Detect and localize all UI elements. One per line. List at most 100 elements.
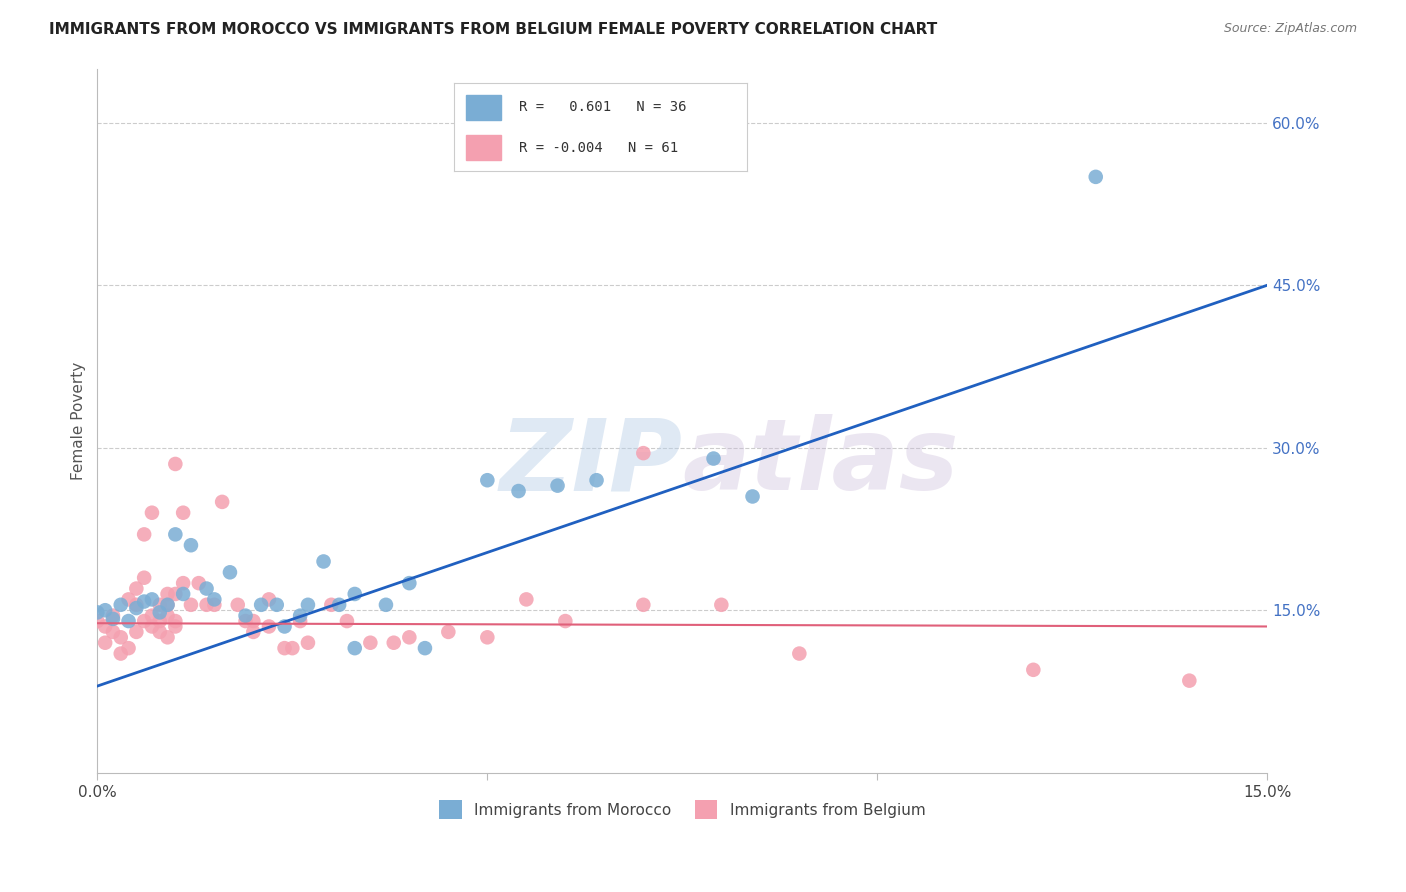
- Point: [187, 576, 209, 591]
- Point: [359, 636, 381, 650]
- Point: [288, 614, 311, 628]
- Point: [413, 641, 436, 656]
- Point: [94, 636, 117, 650]
- Point: [86, 606, 108, 620]
- Point: [149, 598, 172, 612]
- Point: [281, 641, 304, 656]
- Point: [156, 630, 179, 644]
- Point: [134, 571, 156, 585]
- Point: [257, 592, 280, 607]
- Point: [343, 641, 366, 656]
- Point: [789, 647, 811, 661]
- Point: [202, 598, 225, 612]
- Point: [226, 598, 249, 612]
- Point: [257, 619, 280, 633]
- Point: [165, 527, 187, 541]
- Point: [398, 576, 420, 591]
- Point: [180, 538, 202, 552]
- Point: [235, 608, 257, 623]
- Point: [172, 506, 194, 520]
- Point: [156, 608, 179, 623]
- Point: [156, 598, 179, 612]
- Point: [266, 598, 288, 612]
- Point: [86, 614, 108, 628]
- Point: [165, 457, 187, 471]
- Point: [312, 554, 335, 568]
- Point: [321, 598, 343, 612]
- Point: [117, 592, 139, 607]
- Point: [125, 582, 148, 596]
- Point: [156, 587, 179, 601]
- Point: [375, 598, 398, 612]
- Point: [180, 598, 202, 612]
- Point: [149, 614, 172, 628]
- Point: [1178, 673, 1201, 688]
- Point: [172, 587, 194, 601]
- Point: [141, 592, 163, 607]
- Point: [125, 601, 148, 615]
- Point: [741, 490, 763, 504]
- Point: [110, 630, 132, 644]
- Point: [633, 446, 655, 460]
- Point: [125, 624, 148, 639]
- Point: [117, 614, 139, 628]
- Point: [382, 636, 405, 650]
- Point: [134, 527, 156, 541]
- Text: IMMIGRANTS FROM MOROCCO VS IMMIGRANTS FROM BELGIUM FEMALE POVERTY CORRELATION CH: IMMIGRANTS FROM MOROCCO VS IMMIGRANTS FR…: [49, 22, 938, 37]
- Point: [250, 598, 273, 612]
- Point: [477, 630, 499, 644]
- Point: [165, 619, 187, 633]
- Point: [242, 614, 264, 628]
- Point: [633, 598, 655, 612]
- Point: [117, 641, 139, 656]
- Point: [242, 624, 264, 639]
- Point: [273, 619, 295, 633]
- Point: [211, 495, 233, 509]
- Point: [437, 624, 460, 639]
- Point: [1084, 169, 1107, 184]
- Point: [288, 608, 311, 623]
- Legend: Immigrants from Morocco, Immigrants from Belgium: Immigrants from Morocco, Immigrants from…: [433, 794, 932, 825]
- Point: [547, 478, 569, 492]
- Point: [219, 566, 242, 580]
- Point: [477, 473, 499, 487]
- Point: [398, 630, 420, 644]
- Y-axis label: Female Poverty: Female Poverty: [72, 361, 86, 480]
- Point: [156, 598, 179, 612]
- Point: [165, 614, 187, 628]
- Point: [195, 598, 218, 612]
- Point: [585, 473, 607, 487]
- Point: [149, 606, 172, 620]
- Point: [141, 608, 163, 623]
- Point: [195, 582, 218, 596]
- Text: ZIP: ZIP: [499, 415, 682, 511]
- Point: [94, 619, 117, 633]
- Point: [134, 614, 156, 628]
- Point: [297, 636, 319, 650]
- Point: [101, 624, 124, 639]
- Point: [710, 598, 733, 612]
- Point: [134, 594, 156, 608]
- Point: [515, 592, 537, 607]
- Point: [1022, 663, 1045, 677]
- Point: [101, 612, 124, 626]
- Text: atlas: atlas: [682, 415, 959, 511]
- Point: [101, 608, 124, 623]
- Point: [702, 451, 724, 466]
- Point: [141, 506, 163, 520]
- Point: [172, 576, 194, 591]
- Point: [235, 614, 257, 628]
- Point: [554, 614, 576, 628]
- Point: [202, 592, 225, 607]
- Text: Source: ZipAtlas.com: Source: ZipAtlas.com: [1223, 22, 1357, 36]
- Point: [125, 598, 148, 612]
- Point: [165, 587, 187, 601]
- Point: [273, 641, 295, 656]
- Point: [110, 598, 132, 612]
- Point: [297, 598, 319, 612]
- Point: [508, 484, 530, 499]
- Point: [149, 624, 172, 639]
- Point: [328, 598, 350, 612]
- Point: [94, 603, 117, 617]
- Point: [343, 587, 366, 601]
